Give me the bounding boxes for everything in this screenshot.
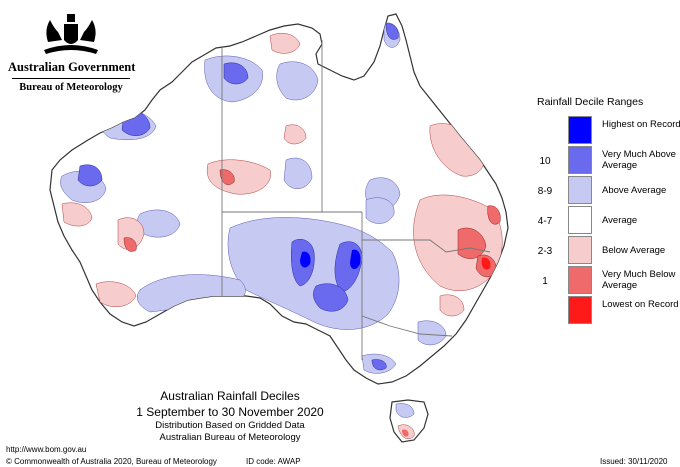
legend-label: Very Much Below Average: [602, 269, 676, 291]
map-title-line2: 1 September to 30 November 2020: [136, 405, 324, 419]
government-name: Australian Government: [8, 60, 136, 74]
vma-victoria: [371, 359, 387, 371]
footer-id-code: ID code: AWAP: [246, 457, 301, 466]
map-title: Australian Rainfall Deciles 1 September …: [110, 388, 350, 444]
tasmania-above-avg: [395, 403, 415, 418]
map-title-line1: Australian Rainfall Deciles: [160, 389, 300, 403]
below-avg-nsw: [439, 294, 465, 317]
legend-swatch: [568, 146, 592, 174]
legend-swatch: [568, 236, 592, 264]
vmb-sw: [123, 237, 137, 252]
legend-label: Below Average: [602, 245, 666, 256]
vma-capeyork: [385, 23, 399, 40]
hor-central: [350, 249, 361, 270]
lor-east: [481, 257, 491, 270]
legend-row: 8-9 Above Average: [530, 176, 680, 206]
footer-issued: Issued: 30/11/2020: [600, 457, 668, 466]
legend-row: 1 Very Much Below Average: [530, 266, 680, 296]
vma-central-3: [313, 283, 349, 312]
legend-label: Lowest on Record: [602, 299, 679, 310]
above-avg-topend: [276, 61, 319, 101]
legend-swatch: [568, 206, 592, 234]
tasmania-vmb: [402, 429, 409, 437]
highest-on-record-regions: [300, 249, 361, 270]
legend-title: Rainfall Decile Ranges: [537, 96, 644, 108]
footer-url[interactable]: http://www.bom.gov.au: [6, 445, 87, 454]
legend-code: 2-3: [537, 246, 553, 257]
hor-central-2: [300, 251, 311, 268]
legend-row: 10 Very Much Above Average: [530, 146, 680, 176]
vmb-east-3: [487, 205, 501, 225]
lowest-on-record-regions: [481, 257, 491, 270]
coat-of-arms-icon: [44, 14, 98, 54]
government-header: Australian Government Bureau of Meteorol…: [8, 10, 136, 93]
map-title-line4: Australian Bureau of Meteorology: [159, 432, 301, 443]
legend-row: 2-3 Below Average: [530, 236, 680, 266]
state-borders: [221, 40, 491, 360]
below-avg-nt-mid: [283, 124, 307, 145]
border-qld-nsw: [362, 239, 491, 253]
legend-swatch: [568, 296, 592, 324]
below-avg-nt-north: [269, 33, 301, 54]
footer-copyright: © Commonwealth of Australia 2020, Bureau…: [6, 457, 217, 466]
legend-label: Average: [602, 215, 638, 226]
legend-label: Above Average: [602, 185, 667, 196]
legend-code: 4-7: [537, 216, 553, 227]
legend-code: 10: [539, 156, 551, 167]
vmb-east-1: [457, 227, 487, 259]
legend-row: Highest on Record: [530, 116, 680, 146]
legend-swatch: [568, 176, 592, 204]
legend-code: 1: [542, 276, 548, 287]
legend-label: Very Much Above Average: [602, 149, 676, 171]
vma-west: [77, 164, 103, 187]
legend-swatch: [568, 266, 592, 294]
below-avg-sw-1: [61, 202, 93, 227]
below-avg-central: [206, 159, 271, 195]
border-nsw-vic: [361, 315, 453, 337]
legend-row: Lowest on Record: [530, 296, 680, 326]
bureau-name: Bureau of Meteorology: [19, 82, 123, 93]
legend-swatch: [568, 116, 592, 144]
below-avg-sw-3: [95, 281, 137, 308]
legend-label: Highest on Record: [602, 119, 680, 130]
above-avg-nt-central: [283, 157, 313, 189]
header-divider: [12, 78, 130, 79]
vma-kimberley: [223, 62, 249, 85]
above-avg-lake-eyre: [365, 197, 395, 224]
legend-row: 4-7 Average: [530, 206, 680, 236]
map-title-line3: Distribution Based on Gridded Data: [155, 420, 305, 431]
legend-code: 8-9: [537, 186, 553, 197]
